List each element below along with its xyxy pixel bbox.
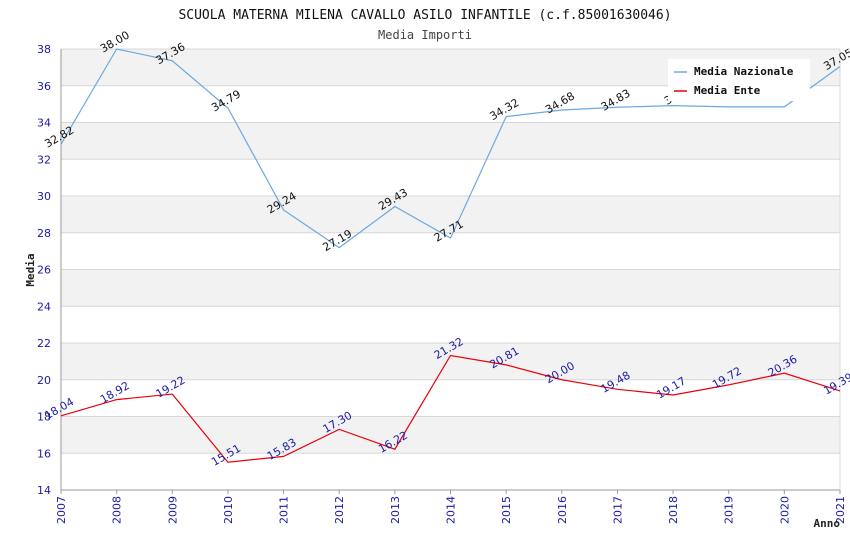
plot-axes	[60, 49, 841, 494]
y-tick-label: 34	[37, 117, 51, 130]
y-tick-label: 26	[37, 264, 51, 277]
plot-band	[61, 269, 840, 307]
x-tick-label: 2009	[166, 496, 179, 524]
x-axis-label: Anno	[814, 517, 841, 530]
plot-band	[61, 453, 840, 490]
x-tick-label: 2017	[611, 496, 624, 524]
x-tick-label: 2012	[333, 496, 346, 524]
x-tick-label: 2018	[667, 496, 680, 524]
y-tick-label: 36	[37, 80, 51, 93]
legend: Media Nazionale Media Ente	[668, 59, 810, 101]
plot-band	[61, 159, 840, 196]
x-tick-label: 2010	[222, 496, 235, 524]
plot-band	[61, 196, 840, 233]
y-tick-label: 28	[37, 227, 51, 240]
legend-box	[668, 59, 810, 101]
chart-subtitle: Media Importi	[378, 28, 472, 42]
x-tick-label: 2019	[723, 496, 736, 524]
legend-label-media-nazionale: Media Nazionale	[694, 65, 794, 78]
x-tick-label: 2014	[445, 496, 458, 524]
chart-title: SCUOLA MATERNA MILENA CAVALLO ASILO INFA…	[178, 8, 671, 23]
y-tick-label: 20	[37, 374, 51, 387]
x-tick-label: 2020	[778, 496, 791, 524]
plot-band	[61, 232, 840, 270]
x-tick-label: 2008	[111, 496, 124, 524]
x-tick-label: 2021	[834, 496, 847, 524]
plot-band	[61, 306, 840, 343]
x-tick-label: 2015	[500, 496, 513, 524]
x-tick-label: 2013	[389, 496, 402, 524]
y-tick-label: 22	[37, 337, 51, 350]
plot-band	[61, 416, 840, 454]
y-tick-label: 38	[37, 43, 51, 56]
plot-band	[61, 379, 840, 417]
axis-tick-labels: 14 16 18 20 22 24 26 28 30 32 34 36 38 2007 2008 2009 20…	[37, 43, 847, 524]
series-line-media-nazionale	[60, 48, 841, 249]
plot-band	[61, 343, 840, 380]
y-tick-label: 18	[37, 411, 51, 424]
y-tick-label: 32	[37, 153, 51, 166]
legend-label-media-ente: Media Ente	[694, 84, 761, 97]
x-tick-label: 2011	[278, 496, 291, 524]
plot-band	[61, 122, 840, 160]
y-axis-label: Media	[24, 253, 37, 286]
y-tick-label: 24	[37, 300, 51, 313]
plot-bands	[61, 49, 840, 490]
y-tick-label: 16	[37, 447, 51, 460]
series-lines	[60, 48, 841, 463]
x-tick-label: 2007	[55, 496, 68, 524]
series-line-media-ente	[60, 354, 841, 463]
x-tick-label: 2016	[556, 496, 569, 524]
y-tick-label: 30	[37, 190, 51, 203]
y-tick-label: 14	[37, 484, 51, 497]
